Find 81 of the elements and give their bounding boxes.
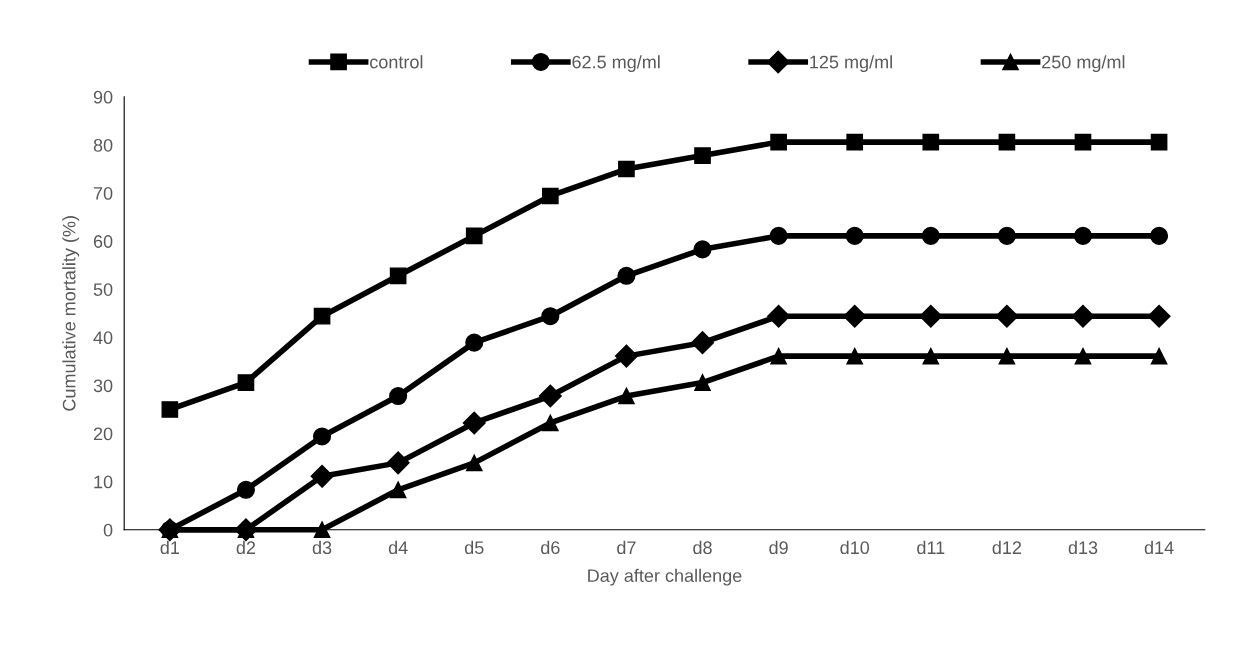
- point: [161, 401, 179, 418]
- point: [541, 307, 560, 326]
- point: [921, 226, 940, 245]
- point: [462, 411, 486, 435]
- point: [1150, 226, 1169, 245]
- point: [614, 344, 638, 368]
- point: [313, 521, 331, 539]
- point: [1071, 304, 1095, 328]
- y-tick-label: 60: [93, 235, 113, 248]
- point: [236, 480, 255, 499]
- y-tick-label: 50: [93, 283, 113, 296]
- legend-label: control: [370, 55, 423, 69]
- point: [694, 374, 711, 391]
- x-tick-label: d14: [1144, 540, 1174, 555]
- x-tick-label: d9: [769, 540, 788, 555]
- legend-label: 250 mg/ml: [1042, 55, 1125, 72]
- point: [386, 451, 410, 475]
- x-tick-label: d1: [160, 540, 180, 555]
- point: [1074, 347, 1092, 365]
- point: [541, 414, 559, 432]
- point: [694, 147, 711, 164]
- x-tick-label: d10: [840, 540, 870, 555]
- x-tick-label: d2: [236, 540, 256, 555]
- point: [310, 464, 334, 488]
- point: [769, 226, 788, 245]
- y-tick-label: 80: [93, 138, 113, 152]
- point: [922, 133, 940, 151]
- point: [617, 266, 636, 285]
- point: [1150, 133, 1168, 151]
- point: [1073, 226, 1093, 245]
- x-tick-label: d3: [312, 540, 332, 555]
- point: [313, 427, 332, 446]
- point: [313, 307, 331, 325]
- point: [846, 347, 864, 365]
- point: [1074, 133, 1092, 151]
- point: [389, 386, 408, 406]
- point: [237, 374, 255, 391]
- legend-label: 125 mg/ml: [810, 55, 892, 72]
- x-tick-label: d11: [917, 540, 945, 555]
- point: [465, 454, 483, 472]
- point: [997, 226, 1016, 245]
- point: [618, 387, 635, 405]
- y-tick-label: 70: [93, 187, 113, 200]
- point: [465, 333, 484, 352]
- point: [770, 133, 787, 151]
- point: [998, 133, 1016, 151]
- point: [618, 160, 635, 178]
- point: [1150, 347, 1168, 365]
- x-tick-label: d7: [617, 540, 636, 555]
- y-tick-label: 40: [93, 331, 113, 345]
- x-tick-label: d5: [464, 540, 484, 555]
- legend-label: 62.5 mg/ml: [572, 55, 660, 72]
- y-axis-title: Cumulative mortality (%): [62, 216, 80, 411]
- point: [389, 267, 407, 285]
- x-tick-label: d8: [693, 540, 712, 555]
- point: [843, 304, 867, 328]
- point: [995, 304, 1019, 328]
- point: [845, 226, 864, 245]
- point: [767, 304, 791, 328]
- point: [1147, 304, 1171, 328]
- point: [922, 347, 940, 365]
- y-tick-label: 30: [93, 379, 113, 393]
- y-tick-label: 20: [93, 427, 113, 441]
- x-tick-label: d13: [1068, 540, 1098, 555]
- point: [541, 187, 559, 205]
- point: [465, 227, 483, 245]
- point: [693, 240, 712, 259]
- y-tick-label: 90: [93, 90, 113, 104]
- point: [770, 347, 787, 365]
- point: [998, 347, 1016, 365]
- y-tick-label: 10: [94, 475, 113, 489]
- x-tick-label: d12: [992, 540, 1022, 555]
- point: [691, 331, 715, 355]
- x-tick-label: d6: [541, 540, 560, 555]
- point: [846, 133, 864, 151]
- y-tick-label: 0: [103, 523, 113, 537]
- point: [538, 384, 562, 408]
- x-axis-title: Day after challenge: [588, 568, 742, 586]
- point: [919, 304, 943, 328]
- x-tick-label: d4: [388, 540, 408, 555]
- point: [389, 481, 407, 499]
